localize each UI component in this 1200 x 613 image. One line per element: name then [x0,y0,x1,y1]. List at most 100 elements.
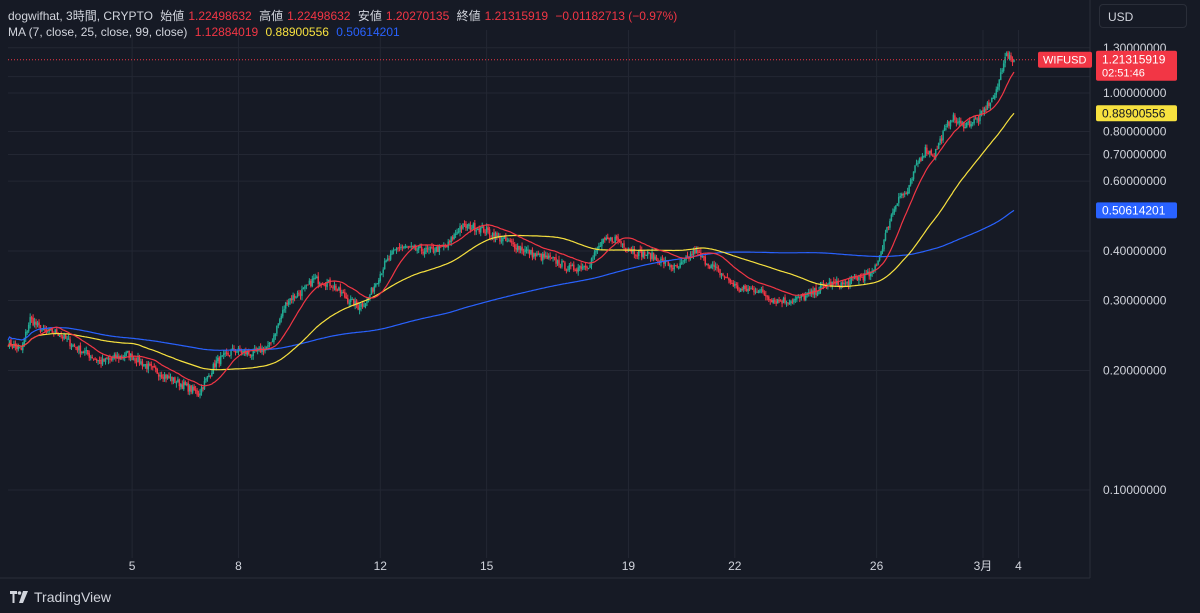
candle [392,250,395,252]
candle [32,318,34,326]
candle [621,243,624,245]
candle [915,163,918,166]
candle [448,241,451,243]
candle [921,156,924,161]
candle [705,264,708,266]
candle [939,138,941,143]
candle [994,95,996,99]
candle [556,260,559,264]
candle [642,251,644,258]
candle [601,241,603,247]
candle [651,252,653,259]
y-tick-label: 0.20000000 [1103,363,1167,377]
candle [587,267,590,269]
candle [234,350,237,353]
candle [304,286,306,289]
candle [971,122,974,124]
candle [530,250,532,254]
candle [886,227,888,233]
low-label: 安値 [357,9,382,23]
candle [410,245,413,247]
candle [920,158,922,161]
candle [140,361,142,365]
candle [252,349,254,357]
candle [344,292,346,298]
candle [608,238,610,240]
candle [824,285,826,287]
candle [934,149,937,158]
candle [550,257,553,259]
candle [952,114,955,121]
y-tick-label: 0.70000000 [1103,147,1167,161]
candle [468,223,470,227]
candle [986,102,989,110]
candle [406,246,408,248]
candle [197,394,200,396]
candle [974,118,977,120]
candle [995,89,998,95]
candle [737,285,739,290]
candle [109,358,111,360]
candle [296,292,299,297]
candle [864,273,866,282]
candle [750,288,752,290]
candle [918,158,921,164]
candle [846,281,848,284]
candle [379,274,382,281]
candle [293,295,296,298]
candle [403,247,405,249]
candle [720,273,723,276]
candle [884,233,887,241]
candle [592,257,594,259]
ma7-line [7,71,1015,387]
currency-selector[interactable]: USD [1099,4,1187,28]
ma-legend: MA (7, close, 25, close, 99, close) 1.12… [8,25,404,39]
candle [64,334,67,339]
candle [973,118,975,124]
candle [175,382,178,384]
candle [456,232,458,234]
candle [849,279,851,286]
candle [567,269,569,271]
candle [564,262,566,270]
candle [314,277,317,279]
candle [544,255,547,258]
candle [1001,70,1003,72]
candle [598,245,600,250]
candle [215,360,218,367]
candle [765,294,767,297]
candle [154,367,157,370]
candle [874,265,876,270]
candle [586,266,588,269]
candle [611,237,613,242]
candle [627,248,630,250]
candle [694,248,696,254]
candle [190,385,192,392]
candle [366,299,368,303]
candle [417,246,420,250]
candle [55,329,58,334]
candle [584,265,587,268]
candle [47,331,49,333]
candle [723,276,726,278]
candle [577,267,579,272]
candle [578,266,581,268]
ma99-price-tag-bg [1096,202,1177,219]
candle [833,281,835,283]
change-value: −0.01182713 (−0.97%) [555,9,678,23]
candle [441,245,444,247]
candle [412,246,414,248]
tradingview-logo[interactable]: TradingView [10,587,111,607]
candle [793,299,795,303]
candle [188,385,191,392]
candle [318,283,321,285]
candle [16,346,18,349]
candle [231,348,234,351]
candle [963,121,965,129]
candle [292,295,294,300]
candle [612,241,615,243]
candle [549,255,551,257]
candle [414,245,417,250]
candle [149,364,151,366]
